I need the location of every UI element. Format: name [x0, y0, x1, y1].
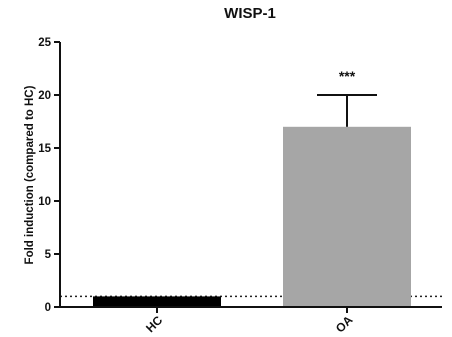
x-tick-label-oa: OA — [333, 313, 356, 336]
y-tick-label-20: 20 — [38, 90, 51, 102]
bars-layer — [93, 94, 411, 307]
y-tick-label-15: 15 — [38, 143, 51, 155]
y-tick-label-10: 10 — [38, 196, 51, 208]
x-tick-label-hc: HC — [143, 313, 165, 335]
y-axis-label: Fold induction (compared to HC) — [24, 85, 36, 264]
bar-oa — [283, 126, 411, 307]
bar-hc — [93, 296, 221, 307]
y-tick-label-25: 25 — [38, 37, 51, 49]
significance-annotation-oa: *** — [339, 68, 356, 84]
y-tick-label-0: 0 — [45, 302, 51, 314]
y-tick-label-5: 5 — [45, 249, 52, 261]
chart-title: WISP-1 — [224, 5, 276, 22]
axes-layer — [54, 41, 442, 313]
